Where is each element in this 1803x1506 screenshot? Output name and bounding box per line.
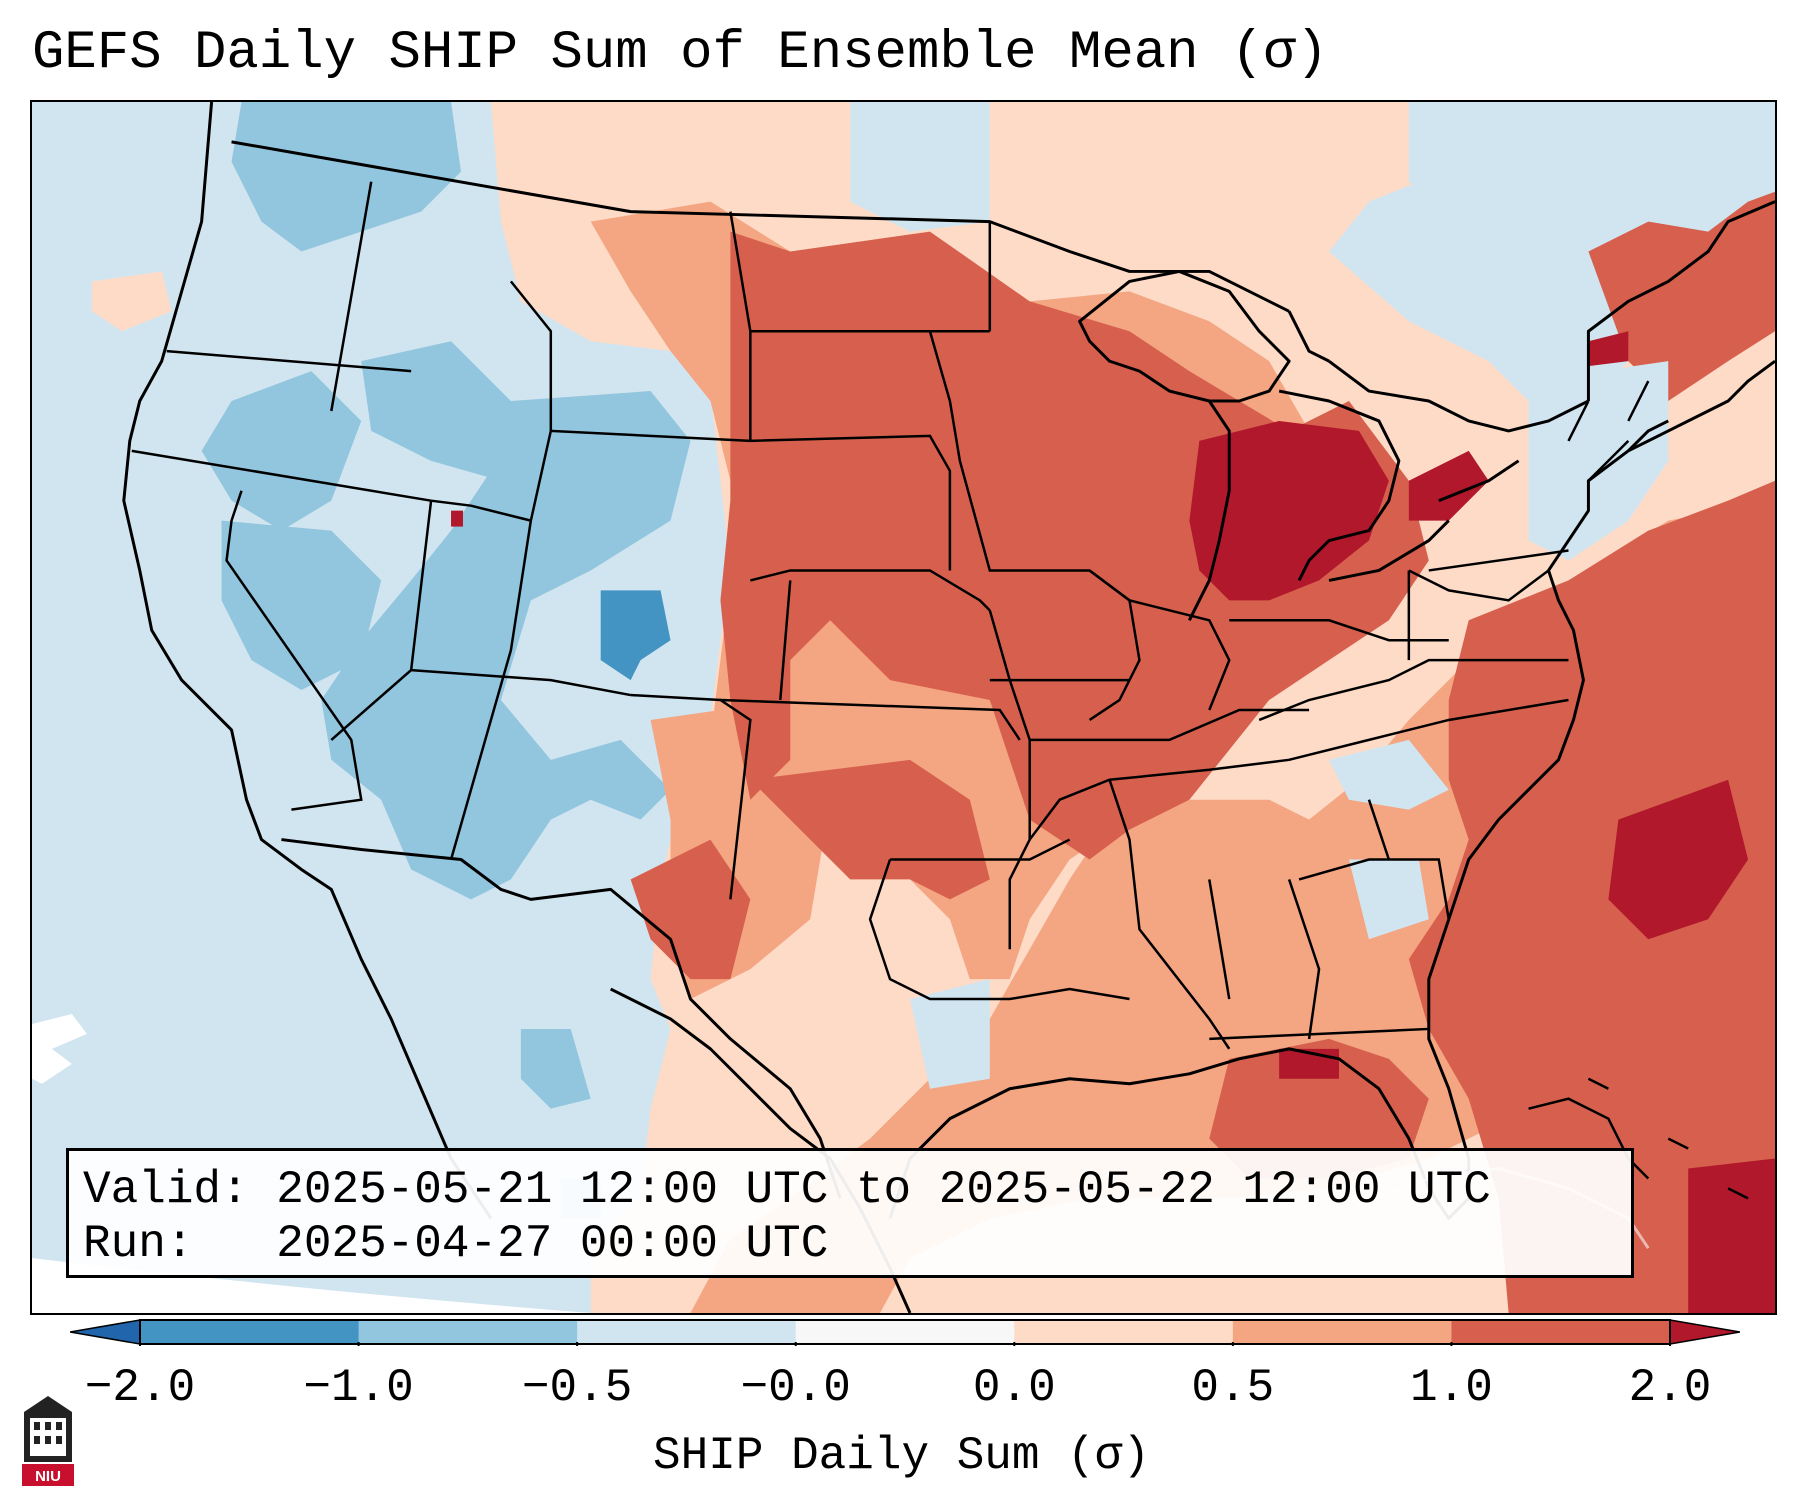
run-row: Run: 2025-04-27 00:00 UTC xyxy=(83,1217,1617,1271)
colorbar-bin xyxy=(795,1320,1015,1344)
colorbar-tick-label: 2.0 xyxy=(1628,1362,1712,1414)
colorbar-frame xyxy=(139,1319,1671,1345)
colorbar-bin xyxy=(1014,1320,1234,1344)
colorbar-tick-labels: −2.0 −1.0 −0.5 −0.0 0.0 0.5 1.0 2.0 xyxy=(0,1360,1803,1420)
colorbar-under-arrow xyxy=(70,1319,141,1345)
logo-text: NIU xyxy=(35,1468,61,1485)
colorbar-bin xyxy=(358,1320,578,1344)
islands xyxy=(1528,1077,1749,1200)
ship-map xyxy=(32,102,1775,1313)
colorbar-bin xyxy=(140,1320,360,1344)
valid-value: 2025-05-21 12:00 UTC to 2025-05-22 12:00… xyxy=(276,1164,1491,1216)
run-label: Run: xyxy=(83,1218,194,1270)
colorbar-tick-label: −0.5 xyxy=(521,1362,633,1414)
colorbar-tick-label: −0.0 xyxy=(740,1362,851,1414)
map-boundaries xyxy=(122,102,1775,1313)
colorbar-over-arrow xyxy=(1669,1319,1740,1345)
valid-row: Valid: 2025-05-21 12:00 UTC to 2025-05-2… xyxy=(83,1163,1617,1217)
colorbar-tick-label: −2.0 xyxy=(84,1362,196,1414)
valid-label: Valid: xyxy=(83,1164,249,1216)
colorbar-tick-label: 1.0 xyxy=(1410,1362,1493,1414)
colorbar-tick-label: 0.0 xyxy=(972,1362,1056,1414)
run-value: 2025-04-27 00:00 UTC xyxy=(276,1218,829,1270)
colorbar-bin xyxy=(1451,1320,1671,1344)
colorbar-label: SHIP Daily Sum (σ) xyxy=(653,1430,1150,1482)
colorbar-tick-label: −1.0 xyxy=(303,1362,414,1414)
page-title: GEFS Daily SHIP Sum of Ensemble Mean (σ) xyxy=(32,23,1329,84)
state-lines xyxy=(131,181,1650,1050)
colorbar-bin xyxy=(577,1320,797,1344)
colorbar-bin xyxy=(1232,1320,1452,1344)
colorbar-tick-label: 0.5 xyxy=(1191,1362,1275,1414)
validity-info-box: Valid: 2025-05-21 12:00 UTC to 2025-05-2… xyxy=(66,1148,1634,1278)
map-panel[interactable] xyxy=(30,100,1777,1315)
niu-tower-icon: NIU xyxy=(22,1396,74,1486)
colorbar xyxy=(70,1319,1740,1346)
